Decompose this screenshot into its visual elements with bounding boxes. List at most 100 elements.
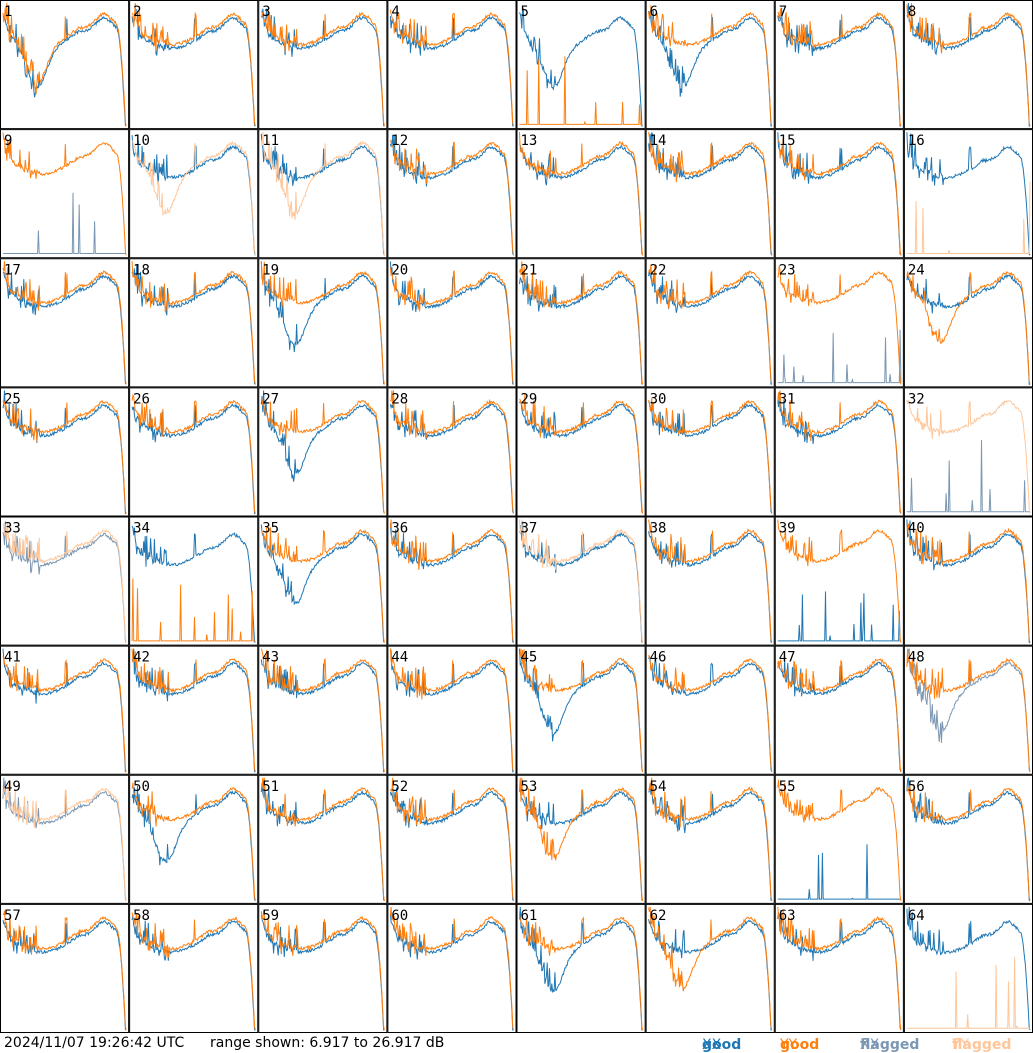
series-xx-8 bbox=[906, 2, 1030, 127]
tile-21: 21 bbox=[516, 258, 646, 388]
tile-24: 24 bbox=[903, 258, 1033, 388]
tile-frame bbox=[645, 645, 775, 775]
tile-frame bbox=[516, 0, 646, 130]
tile-45: 45 bbox=[516, 645, 646, 775]
tile-10: 10 bbox=[129, 129, 259, 259]
tile-23: 23 bbox=[774, 258, 904, 388]
tile-frame bbox=[129, 903, 259, 1033]
series-yy-8 bbox=[906, 2, 1031, 127]
tile-22: 22 bbox=[645, 258, 775, 388]
tile-number: 17 bbox=[4, 262, 21, 278]
range-label: range shown: 6.917 to 26.917 dB bbox=[210, 1035, 445, 1051]
tile-63: 63 bbox=[774, 903, 904, 1033]
series-xx-52 bbox=[389, 787, 514, 902]
tile-frame bbox=[774, 774, 904, 904]
tile-frame bbox=[516, 645, 646, 775]
tile-number: 28 bbox=[391, 391, 408, 407]
tile-frame bbox=[516, 387, 646, 517]
tile-48: 48 bbox=[903, 645, 1033, 775]
tile-frame bbox=[774, 258, 904, 388]
tile-frame bbox=[258, 387, 388, 517]
series-yy-20 bbox=[389, 267, 514, 385]
tile-frame bbox=[129, 129, 259, 259]
tile-frame bbox=[645, 774, 775, 904]
series-yy-17 bbox=[2, 261, 127, 385]
tile-frame bbox=[129, 387, 259, 517]
series-yy-1 bbox=[2, 2, 127, 127]
tile-number: 40 bbox=[908, 521, 925, 537]
series-xx-27 bbox=[260, 390, 385, 514]
tile-frame bbox=[0, 129, 130, 259]
tile-number: 57 bbox=[4, 908, 21, 924]
series-yy-55 bbox=[777, 779, 902, 901]
series-xx-57 bbox=[2, 919, 127, 1031]
series-xx-62 bbox=[648, 919, 772, 1031]
series-xx-15 bbox=[777, 132, 902, 256]
tile-frame bbox=[258, 774, 388, 904]
tile-number: 46 bbox=[650, 650, 667, 666]
tile-number: 16 bbox=[908, 133, 925, 149]
series-xx-23 bbox=[777, 329, 902, 384]
tile-frame bbox=[387, 645, 517, 775]
series-yy-39 bbox=[777, 519, 902, 643]
series-yy-14 bbox=[648, 132, 773, 256]
series-xx-42 bbox=[131, 648, 256, 773]
series-xx-14 bbox=[648, 132, 773, 256]
tile-number: 9 bbox=[4, 133, 12, 149]
tile-frame bbox=[387, 129, 517, 259]
series-xx-50 bbox=[131, 786, 256, 902]
tile-61: 61 bbox=[516, 903, 646, 1033]
series-xx-34 bbox=[131, 525, 256, 643]
series-xx-55 bbox=[777, 844, 901, 900]
tile-43: 43 bbox=[258, 645, 388, 775]
legend-good-xx-word: good bbox=[702, 1037, 742, 1053]
series-yy-53 bbox=[519, 777, 644, 901]
tile-frame bbox=[129, 645, 259, 775]
tile-number: 42 bbox=[133, 650, 150, 666]
series-yy-32 bbox=[906, 399, 1031, 514]
tile-frame bbox=[774, 516, 904, 646]
tile-17: 17 bbox=[0, 258, 130, 388]
tile-62: 62 bbox=[645, 903, 775, 1033]
tile-40: 40 bbox=[903, 516, 1033, 646]
series-yy-58 bbox=[131, 912, 256, 1031]
tile-32: 32 bbox=[903, 387, 1033, 517]
tile-59: 59 bbox=[258, 903, 388, 1033]
tile-number: 18 bbox=[133, 262, 150, 278]
tile-56: 56 bbox=[903, 774, 1033, 904]
series-xx-26 bbox=[131, 403, 256, 514]
tile-number: 43 bbox=[262, 650, 279, 666]
legend-good-xx-pol: XX bbox=[702, 1037, 722, 1053]
tile-number: 60 bbox=[391, 908, 408, 924]
tile-55: 55 bbox=[774, 774, 904, 904]
tile-37: 37 bbox=[516, 516, 646, 646]
series-yy-6 bbox=[648, 5, 773, 127]
series-xx-61 bbox=[519, 906, 643, 1031]
tile-frame bbox=[0, 903, 130, 1033]
tile-number: 25 bbox=[4, 391, 21, 407]
series-yy-51 bbox=[260, 777, 385, 901]
series-yy-42 bbox=[131, 648, 256, 772]
tile-9: 9 bbox=[0, 129, 130, 259]
tile-number: 31 bbox=[779, 391, 796, 407]
tile-number: 38 bbox=[650, 521, 667, 537]
tile-number: 30 bbox=[650, 391, 667, 407]
series-yy-30 bbox=[648, 397, 773, 514]
series-xx-39 bbox=[777, 591, 901, 642]
tile-33: 33 bbox=[0, 516, 130, 646]
tile-42: 42 bbox=[129, 645, 259, 775]
series-yy-10 bbox=[131, 140, 256, 256]
tile-29: 29 bbox=[516, 387, 646, 517]
tile-number: 11 bbox=[262, 133, 279, 149]
tile-number: 63 bbox=[779, 908, 796, 924]
tile-frame bbox=[387, 903, 517, 1033]
tile-number: 7 bbox=[779, 4, 787, 20]
tile-27: 27 bbox=[258, 387, 388, 517]
series-xx-3 bbox=[260, 8, 385, 127]
series-yy-35 bbox=[260, 527, 385, 643]
tile-frame bbox=[129, 774, 259, 904]
series-yy-52 bbox=[389, 777, 514, 901]
series-xx-45 bbox=[519, 648, 644, 772]
tile-number: 35 bbox=[262, 521, 279, 537]
